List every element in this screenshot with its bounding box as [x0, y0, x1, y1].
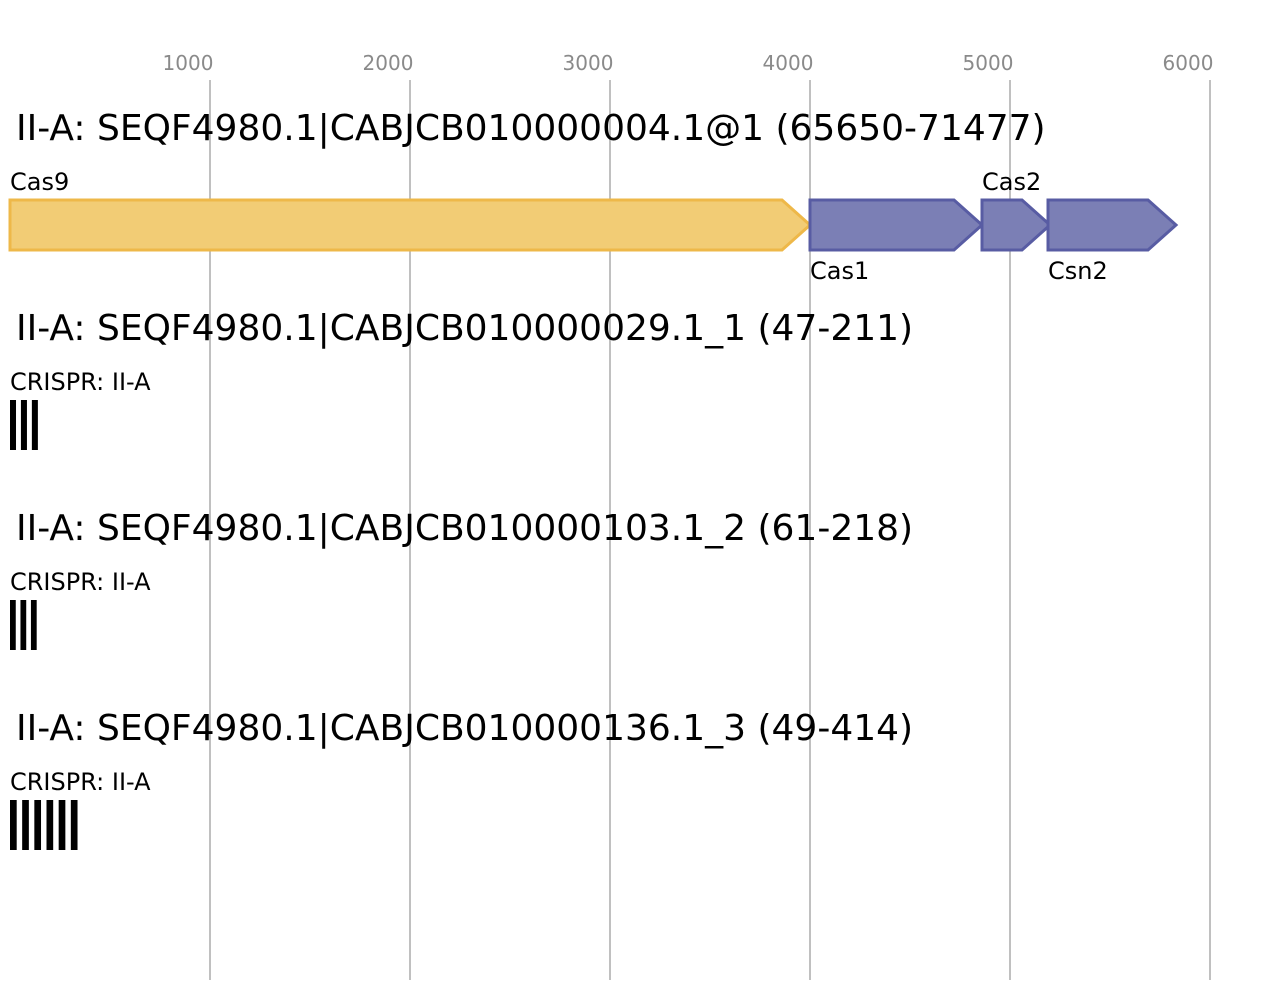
- crispr-repeat: [20, 600, 27, 650]
- tick-label-1000: 1000: [163, 51, 214, 75]
- crispr-label: CRISPR: II-A: [10, 568, 151, 596]
- crispr-repeat: [20, 400, 27, 450]
- tick-label-3000: 3000: [563, 51, 614, 75]
- track-title: II-A: SEQF4980.1|CABJCB010000136.1_3 (49…: [16, 708, 913, 749]
- track-1: II-A: SEQF4980.1|CABJCB010000004.1@1 (65…: [8, 108, 1179, 285]
- crispr-repeat: [34, 800, 42, 850]
- gene-arrow-cas1: [808, 198, 985, 252]
- track-4: II-A: SEQF4980.1|CABJCB010000136.1_3 (49…: [10, 708, 913, 850]
- crispr-repeat: [70, 800, 78, 850]
- gene-label-cas2: Cas2: [982, 168, 1041, 196]
- crispr-repeat: [58, 800, 66, 850]
- crispr-repeat: [46, 800, 54, 850]
- gene-arrow-cas9: [8, 198, 813, 252]
- gene-label-cas1: Cas1: [810, 257, 869, 285]
- crispr-repeat: [22, 800, 29, 850]
- crispr-repeat: [31, 400, 38, 450]
- crispr-repeat: [10, 400, 17, 450]
- track-title: II-A: SEQF4980.1|CABJCB010000004.1@1 (65…: [16, 108, 1046, 149]
- tracks: II-A: SEQF4980.1|CABJCB010000004.1@1 (65…: [8, 108, 1179, 850]
- gene-label-cas9: Cas9: [10, 168, 69, 196]
- crispr-label: CRISPR: II-A: [10, 768, 151, 796]
- gene-label-csn2: Csn2: [1048, 257, 1108, 285]
- gene-arrow-cas2: [980, 198, 1053, 252]
- tick-label-6000: 6000: [1163, 51, 1214, 75]
- tick-label-2000: 2000: [363, 51, 414, 75]
- track-title: II-A: SEQF4980.1|CABJCB010000029.1_1 (47…: [16, 308, 913, 349]
- tick-label-4000: 4000: [763, 51, 814, 75]
- crispr-label: CRISPR: II-A: [10, 368, 151, 396]
- crispr-repeat: [10, 600, 16, 650]
- track-title: II-A: SEQF4980.1|CABJCB010000103.1_2 (61…: [16, 508, 913, 549]
- axis-tick-labels: 1000 2000 3000 4000 5000 6000: [163, 51, 1214, 75]
- track-2: II-A: SEQF4980.1|CABJCB010000029.1_1 (47…: [10, 308, 913, 450]
- crispr-repeat: [10, 800, 17, 850]
- tick-label-5000: 5000: [963, 51, 1014, 75]
- crispr-repeat: [30, 600, 37, 650]
- track-3: II-A: SEQF4980.1|CABJCB010000103.1_2 (61…: [10, 508, 913, 650]
- gene-arrow-csn2: [1046, 198, 1179, 252]
